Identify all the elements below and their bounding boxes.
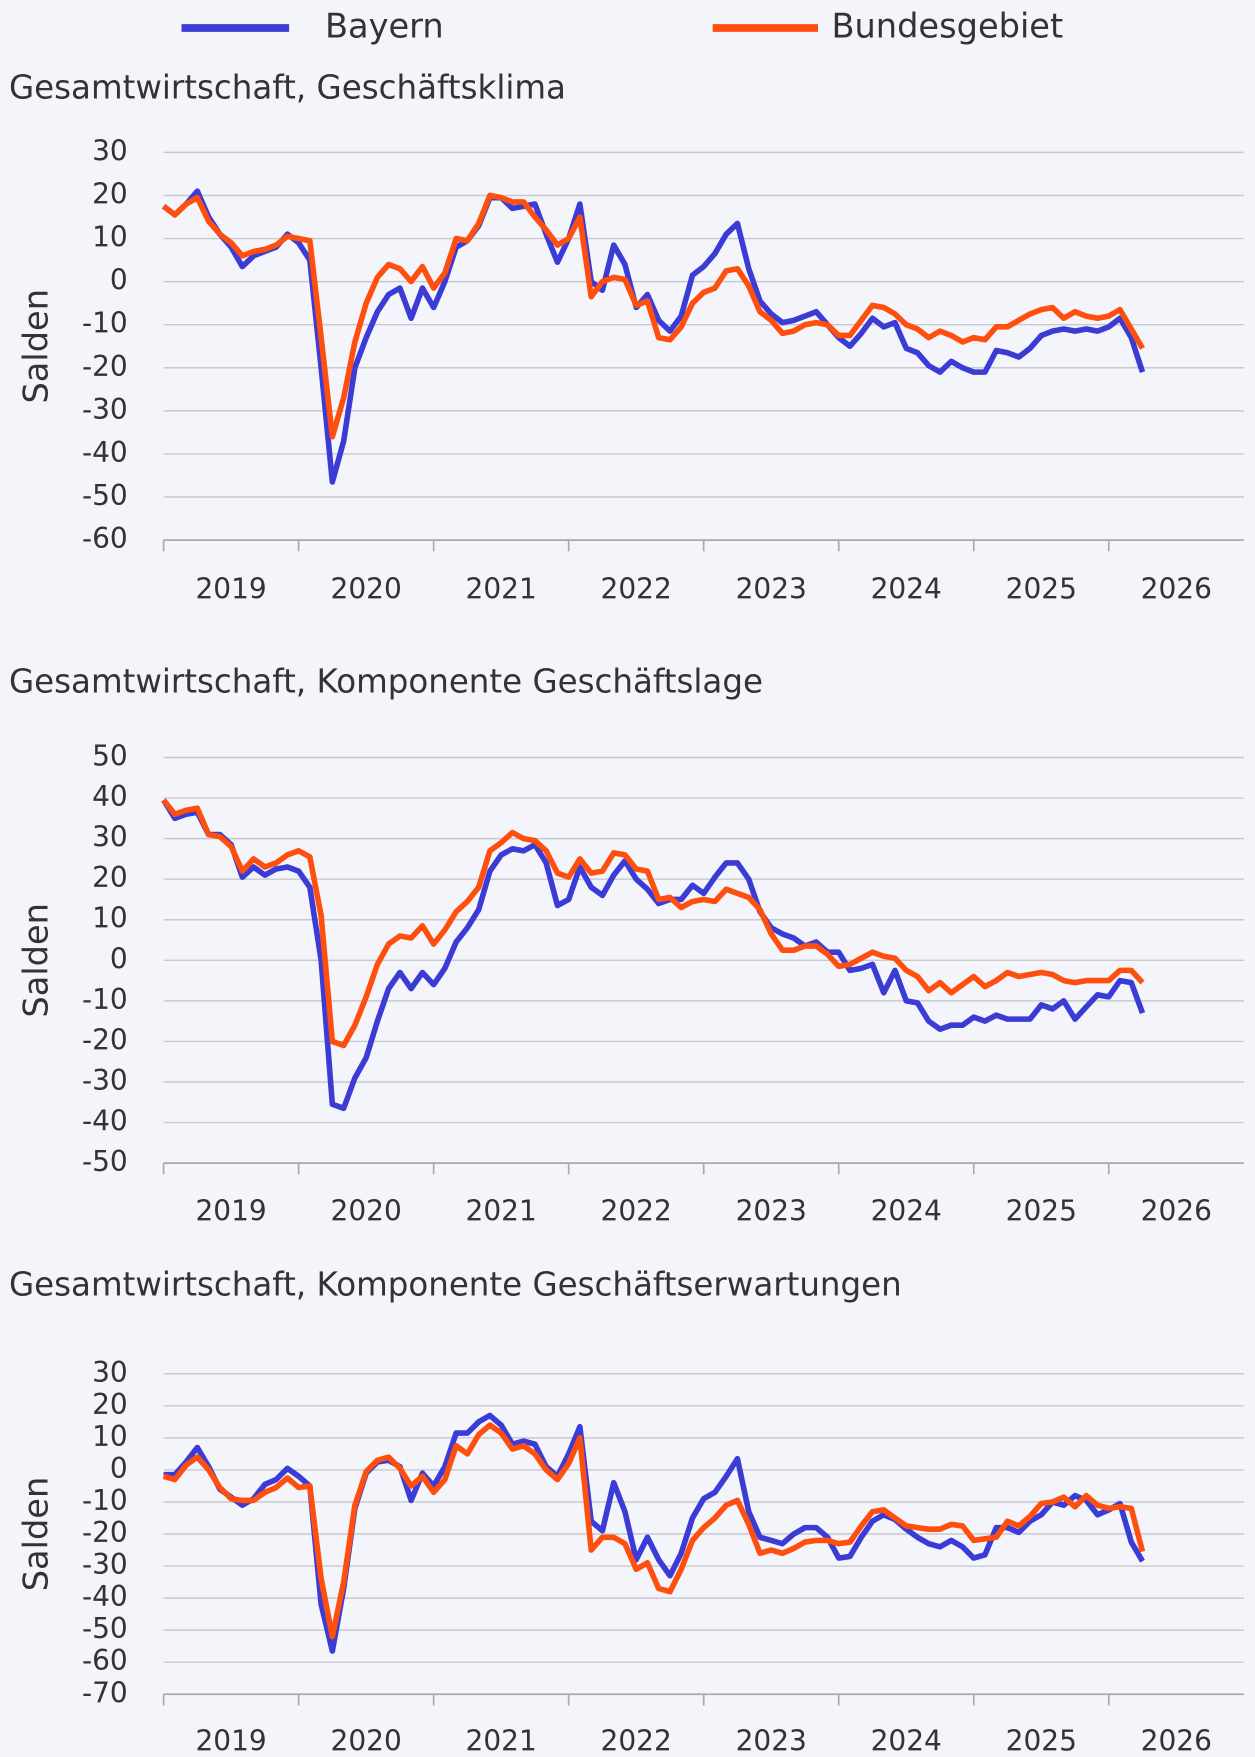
x-tick-label: 2025 <box>1006 1194 1077 1227</box>
y-tick-label: -40 <box>82 1105 128 1138</box>
y-tick-label: 20 <box>92 861 128 894</box>
y-tick-label: -20 <box>82 1023 128 1056</box>
legend-label: Bundesgebiet <box>831 7 1063 46</box>
x-tick-label: 2026 <box>1141 1194 1212 1227</box>
y-tick-label: -20 <box>82 1516 128 1549</box>
x-tick-label: 2022 <box>601 573 672 606</box>
x-tick-label: 2025 <box>1006 1724 1077 1757</box>
y-tick-label: 20 <box>92 1388 128 1421</box>
y-tick-label: 30 <box>92 134 128 167</box>
x-tick-label: 2022 <box>601 1194 672 1227</box>
y-tick-label: -50 <box>82 1145 128 1178</box>
y-tick-label: 50 <box>92 739 128 772</box>
x-tick-label: 2023 <box>736 1194 807 1227</box>
y-tick-label: -20 <box>82 350 128 383</box>
x-tick-label: 2025 <box>1006 573 1077 606</box>
y-tick-label: 10 <box>92 221 128 254</box>
x-tick-label: 2019 <box>195 1194 266 1227</box>
x-tick-label: 2020 <box>331 573 402 606</box>
x-tick-label: 2021 <box>466 1724 537 1757</box>
y-tick-label: -30 <box>82 1548 128 1581</box>
x-tick-label: 2020 <box>331 1724 402 1757</box>
x-tick-label: 2019 <box>195 573 266 606</box>
y-axis-label: Salden <box>17 289 56 404</box>
series-line <box>161 192 1145 440</box>
y-tick-label: -40 <box>82 436 128 469</box>
series-line <box>163 1412 1145 1654</box>
y-tick-label: -50 <box>82 1612 128 1645</box>
x-tick-label: 2021 <box>466 1194 537 1227</box>
series-line <box>161 798 1145 1049</box>
y-tick-label: -10 <box>82 1484 128 1517</box>
x-tick-label: 2024 <box>871 1194 942 1227</box>
y-tick-label: 10 <box>92 1420 128 1453</box>
x-tick-label: 2021 <box>466 573 537 606</box>
x-tick-label: 2023 <box>736 573 807 606</box>
y-tick-label: 30 <box>92 1356 128 1389</box>
y-tick-label: -30 <box>82 393 128 426</box>
y-tick-label: 10 <box>92 902 128 935</box>
series-line <box>161 798 1146 1112</box>
x-tick-label: 2026 <box>1141 1724 1212 1757</box>
y-tick-label: 40 <box>92 780 128 813</box>
series-line <box>162 1422 1146 1640</box>
y-tick-label: -10 <box>82 983 128 1016</box>
legend: Bayern Bundesgebiet <box>181 7 1063 46</box>
series-line <box>161 188 1146 485</box>
y-tick-label: -60 <box>82 522 128 555</box>
y-tick-label: -60 <box>82 1644 128 1677</box>
x-tick-label: 2024 <box>871 573 942 606</box>
y-axis-label: Salden <box>17 1477 56 1592</box>
chart-title: Gesamtwirtschaft, Komponente Geschäftsla… <box>9 663 763 701</box>
x-tick-label: 2020 <box>331 1194 402 1227</box>
y-tick-label: -40 <box>82 1580 128 1613</box>
x-tick-label: 2026 <box>1141 573 1212 606</box>
y-tick-label: 20 <box>92 177 128 210</box>
x-tick-label: 2024 <box>871 1724 942 1757</box>
x-tick-label: 2019 <box>195 1724 266 1757</box>
chart-title: Gesamtwirtschaft, Komponente Geschäftser… <box>9 1265 902 1303</box>
y-tick-label: 0 <box>110 942 128 975</box>
y-tick-label: -50 <box>82 479 128 512</box>
x-tick-label: 2022 <box>601 1724 672 1757</box>
y-tick-label: 30 <box>92 821 128 854</box>
chart-title: Gesamtwirtschaft, Geschäftsklima <box>9 69 566 107</box>
x-tick-label: 2023 <box>736 1724 807 1757</box>
y-tick-label: -10 <box>82 307 128 340</box>
y-tick-label: 0 <box>110 1452 128 1485</box>
y-axis-label: Salden <box>17 903 56 1018</box>
y-tick-label: -30 <box>82 1064 128 1097</box>
legend-label: Bayern <box>325 7 444 46</box>
y-tick-label: 0 <box>110 264 128 297</box>
y-tick-label: -70 <box>82 1676 128 1709</box>
